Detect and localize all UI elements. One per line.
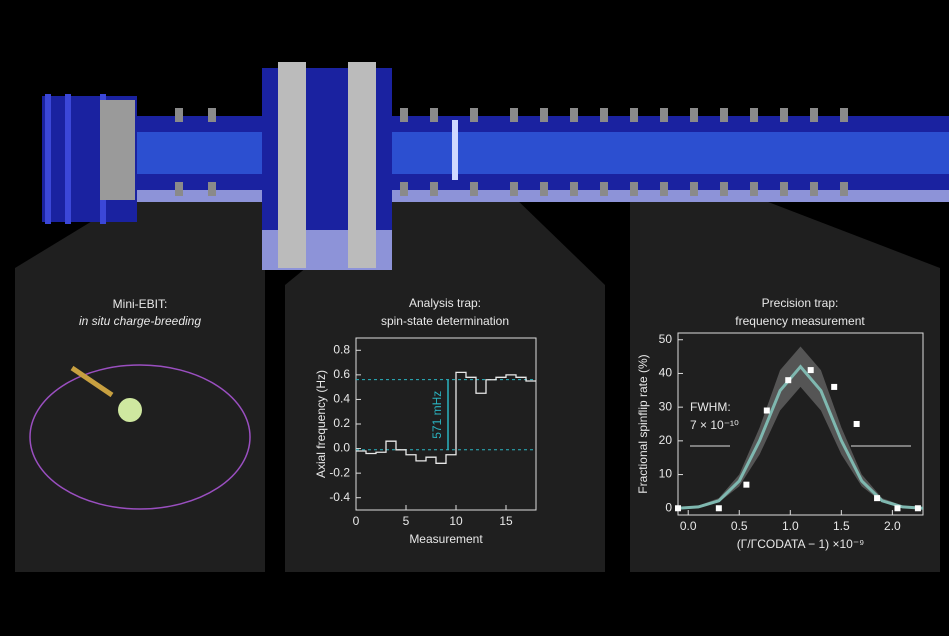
electrode — [510, 182, 518, 196]
y-tick-label: -0.4 — [329, 490, 350, 504]
electrode — [430, 108, 438, 122]
electrode — [570, 108, 578, 122]
electrode — [600, 108, 608, 122]
y-axis-label: Axial frequency (Hz) — [314, 370, 328, 478]
ebit-ring — [100, 100, 135, 200]
difference-label: 571 mHz — [430, 391, 444, 439]
data-point — [716, 505, 722, 511]
electrode — [690, 182, 698, 196]
data-point — [675, 505, 681, 511]
x-axis-label: (Γ/ΓCODATA − 1) ×10⁻⁹ — [737, 537, 865, 551]
ebit-ring — [45, 94, 51, 224]
data-point — [743, 482, 749, 488]
y-tick-label: 0.6 — [333, 367, 350, 381]
electrode — [175, 108, 183, 122]
electrode — [470, 182, 478, 196]
data-point — [831, 384, 837, 390]
magnet-coil — [348, 62, 376, 268]
electrode — [810, 108, 818, 122]
y-tick-label: 0.2 — [333, 416, 350, 430]
chart-title: Analysis trap: — [409, 296, 481, 310]
x-tick-label: 0.5 — [731, 519, 748, 533]
x-tick-label: 5 — [403, 514, 410, 528]
electrode — [780, 108, 788, 122]
electrode — [720, 108, 728, 122]
electrode — [750, 182, 758, 196]
electrode — [540, 108, 548, 122]
electrode — [840, 108, 848, 122]
y-tick-label: 40 — [659, 366, 673, 380]
x-tick-label: 1.5 — [833, 519, 850, 533]
magnet-coil — [278, 62, 306, 268]
ebit-title: Mini-EBIT: — [113, 297, 168, 311]
electrode — [840, 182, 848, 196]
electrode — [690, 108, 698, 122]
fwhm-value: 7 × 10⁻¹⁰ — [690, 418, 739, 432]
x-tick-label: 2.0 — [884, 519, 901, 533]
electrode — [810, 182, 818, 196]
electrode — [570, 182, 578, 196]
data-point — [764, 408, 770, 414]
electrode — [470, 108, 478, 122]
electrode — [510, 108, 518, 122]
electrode — [630, 108, 638, 122]
beam — [135, 132, 949, 174]
data-point — [874, 495, 880, 501]
electrode — [600, 182, 608, 196]
panel-ebit — [15, 195, 265, 572]
electrode — [660, 182, 668, 196]
y-axis-label: Fractional spinflip rate (%) — [636, 354, 650, 493]
y-tick-label: 30 — [659, 399, 673, 413]
electrode — [750, 108, 758, 122]
electrode — [630, 182, 638, 196]
data-point — [854, 421, 860, 427]
electrode — [660, 108, 668, 122]
y-tick-label: -0.2 — [329, 465, 350, 479]
electrode — [400, 108, 408, 122]
ebit-ring — [65, 94, 71, 224]
x-tick-label: 10 — [449, 514, 463, 528]
ion-cluster — [118, 398, 142, 422]
data-point — [894, 505, 900, 511]
electrode — [208, 182, 216, 196]
fwhm-label: FWHM: — [690, 400, 731, 414]
chart-subtitle: frequency measurement — [735, 314, 865, 328]
data-point — [785, 377, 791, 383]
electrode — [430, 182, 438, 196]
electrode — [780, 182, 788, 196]
figure: Mini-EBIT: in situ charge-breeding Analy… — [0, 0, 949, 636]
x-tick-label: 0.0 — [680, 519, 697, 533]
data-point — [808, 367, 814, 373]
y-tick-label: 10 — [659, 467, 673, 481]
chart-subtitle: spin-state determination — [381, 314, 509, 328]
x-axis-label: Measurement — [409, 532, 483, 546]
center-electrode — [452, 120, 458, 180]
y-tick-label: 0.4 — [333, 392, 350, 406]
x-tick-label: 15 — [499, 514, 513, 528]
electrode — [720, 182, 728, 196]
electrode — [208, 108, 216, 122]
y-tick-label: 0 — [665, 500, 672, 514]
electrode — [175, 182, 183, 196]
ebit-subtitle: in situ charge-breeding — [79, 314, 201, 328]
electrode — [540, 182, 548, 196]
electrode — [400, 182, 408, 196]
x-tick-label: 0 — [353, 514, 360, 528]
y-tick-label: 0.8 — [333, 342, 350, 356]
data-point — [915, 505, 921, 511]
y-tick-label: 20 — [659, 433, 673, 447]
y-tick-label: 0.0 — [333, 441, 350, 455]
y-tick-label: 50 — [659, 332, 673, 346]
chart-title: Precision trap: — [762, 296, 839, 310]
x-tick-label: 1.0 — [782, 519, 799, 533]
